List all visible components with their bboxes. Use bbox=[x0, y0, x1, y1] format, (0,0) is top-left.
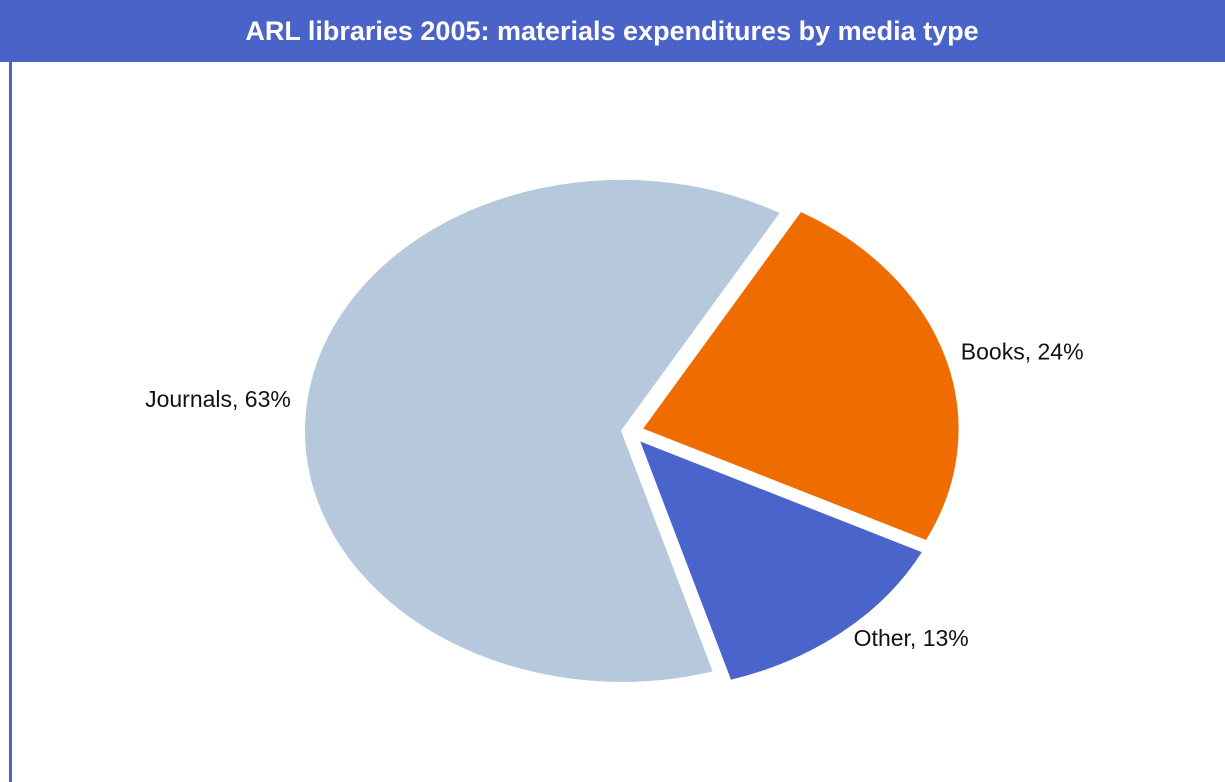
pie-slice bbox=[303, 177, 783, 684]
pie-slice bbox=[636, 437, 925, 683]
frame-border bbox=[9, 62, 12, 782]
pie-slice bbox=[640, 209, 961, 543]
slice-label: Other, 13% bbox=[854, 625, 969, 651]
slice-label: Journals, 63% bbox=[145, 386, 291, 412]
chart-title: ARL libraries 2005: materials expenditur… bbox=[245, 16, 978, 46]
title-bar bbox=[0, 0, 1225, 62]
slice-label: Books, 24% bbox=[961, 338, 1084, 364]
